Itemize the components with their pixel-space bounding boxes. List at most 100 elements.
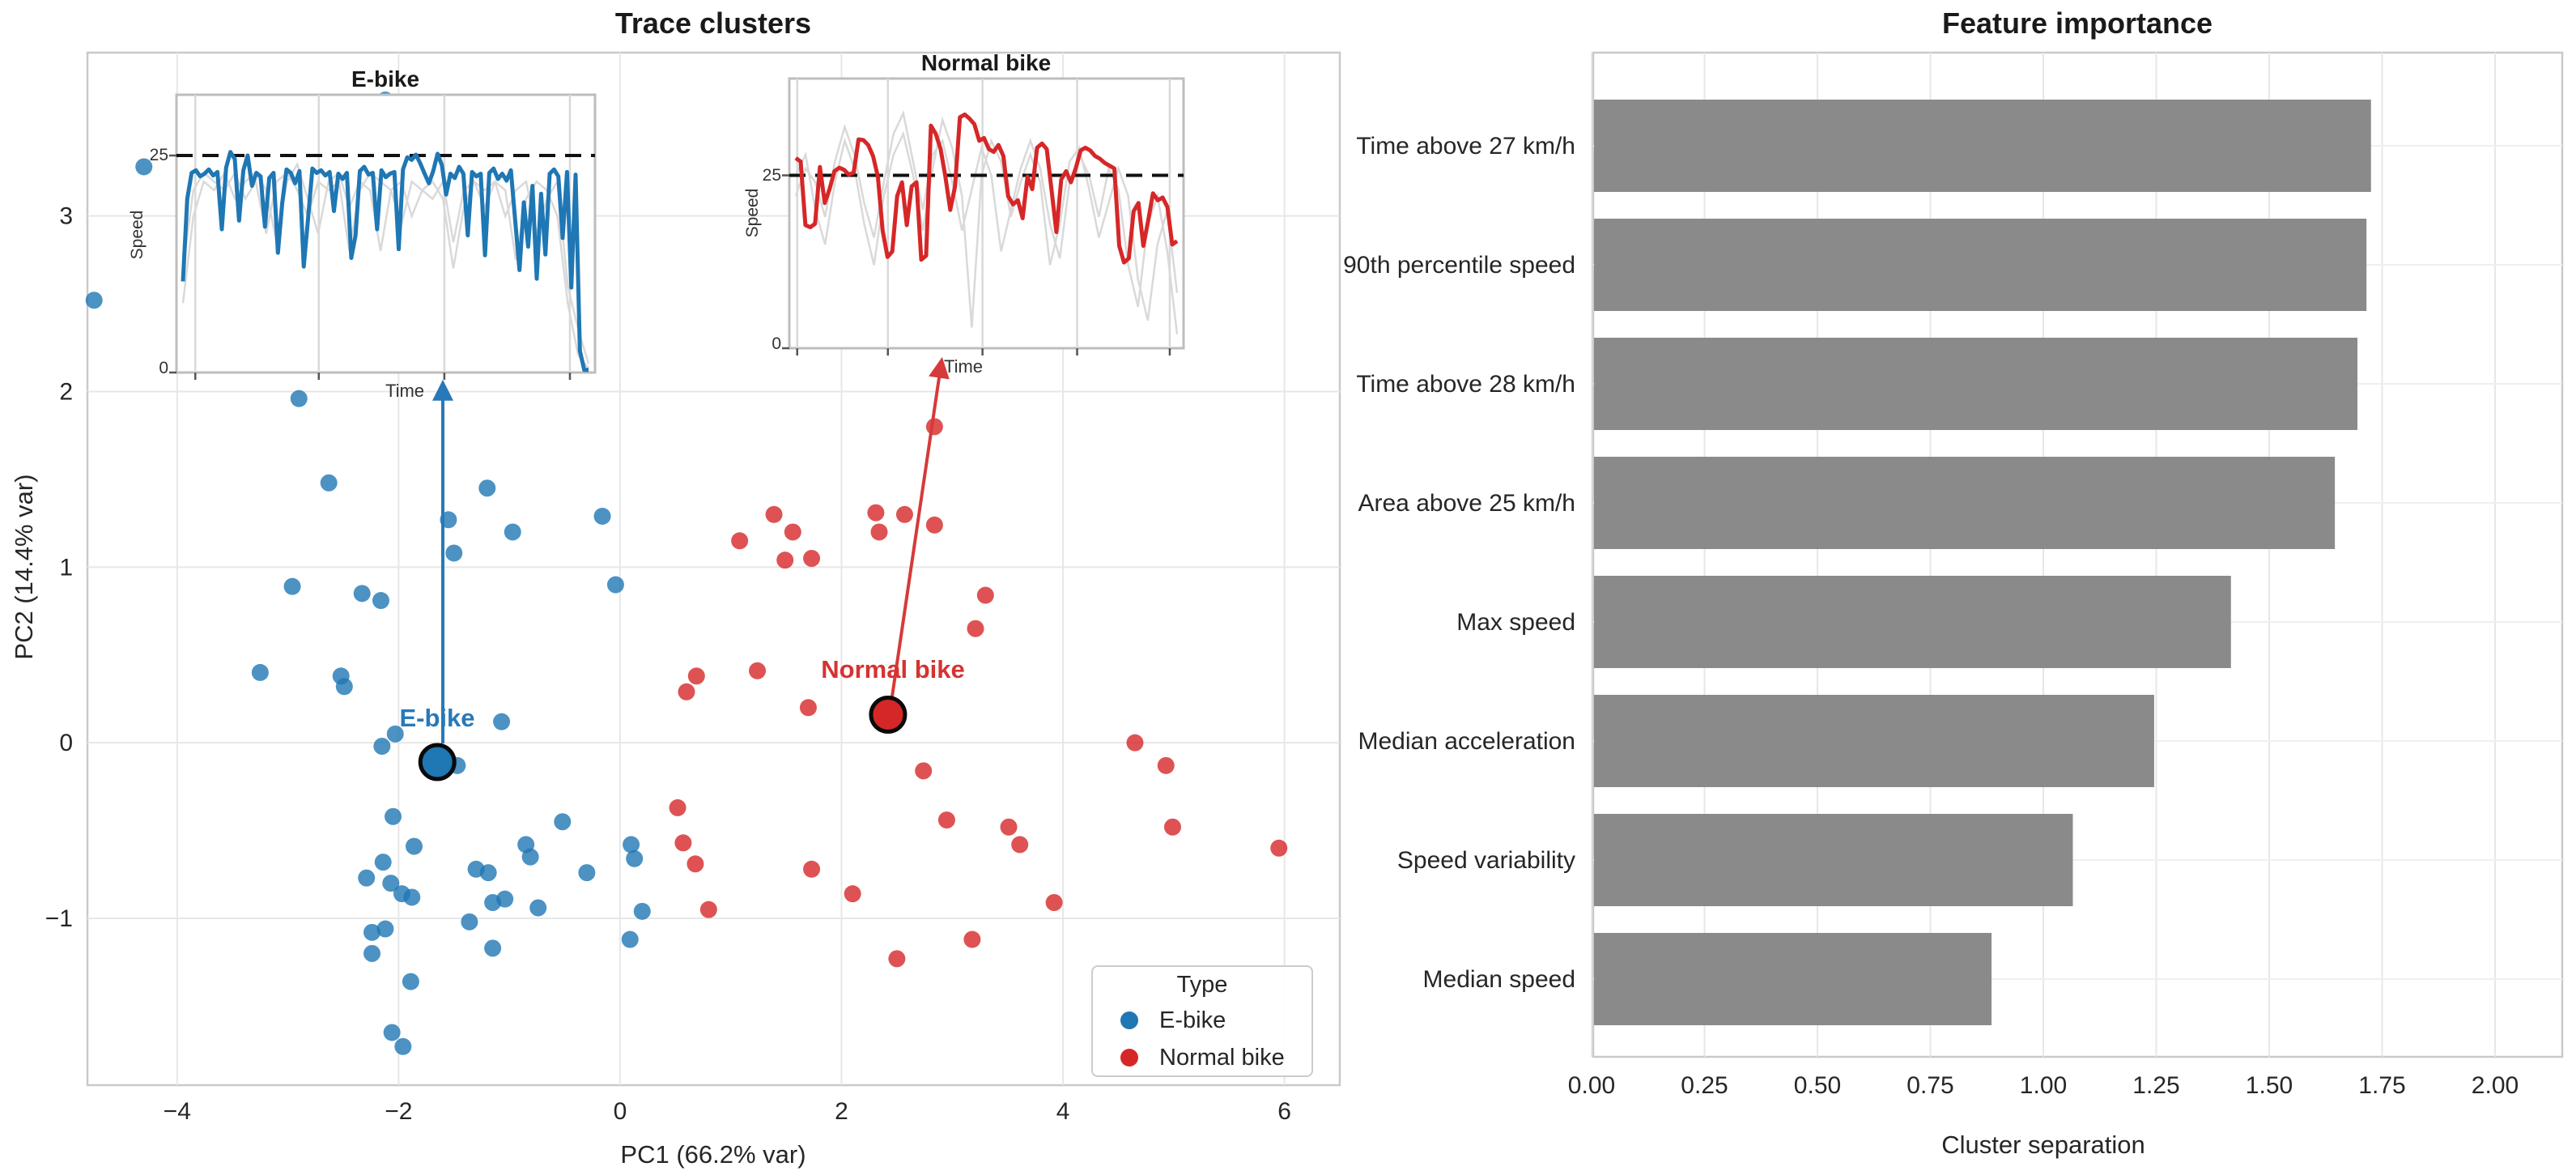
inset-ebike-ytick-25: 25 bbox=[149, 146, 168, 164]
scatter-point-e-bike bbox=[373, 738, 391, 756]
inset-e-bike bbox=[169, 93, 597, 380]
inset-normal-ylabel: Speed bbox=[743, 188, 762, 238]
centroid-normal-bike bbox=[869, 695, 908, 734]
scatter-point-e-bike bbox=[626, 850, 644, 867]
legend: Type E-bike Normal bike bbox=[1091, 965, 1313, 1077]
bar-time-above-28-km-h bbox=[1594, 338, 2358, 430]
scatter-point-normal-bike bbox=[925, 418, 943, 436]
scatter-point-e-bike bbox=[363, 944, 381, 962]
inset-normal-xlabel: Time bbox=[943, 356, 984, 377]
scatter-point-e-bike bbox=[479, 864, 497, 882]
y-tick-label: −1 bbox=[45, 905, 73, 932]
scatter-point-normal-bike bbox=[687, 855, 704, 873]
scatter-point-normal-bike bbox=[674, 834, 692, 852]
scatter-point-e-bike bbox=[374, 854, 392, 871]
scatter-point-normal-bike bbox=[669, 798, 687, 816]
scatter-point-normal-bike bbox=[803, 860, 821, 878]
bar-x-tick-label: 1.50 bbox=[2246, 1072, 2293, 1099]
ebike-dot-icon bbox=[1120, 1011, 1138, 1029]
left-chart-title: Trace clusters bbox=[614, 6, 812, 40]
scatter-point-e-bike bbox=[358, 869, 376, 887]
scatter-point-normal-bike bbox=[963, 930, 981, 948]
scatter-point-normal-bike bbox=[803, 549, 821, 567]
scatter-point-e-bike bbox=[402, 973, 419, 990]
inset-normal-bike bbox=[782, 77, 1185, 356]
scatter-point-e-bike bbox=[504, 523, 521, 541]
legend-item-normal: Normal bike bbox=[1093, 1039, 1311, 1076]
bar-category-label: 90th percentile speed bbox=[1343, 252, 1575, 279]
scatter-point-e-bike bbox=[283, 577, 301, 595]
normal-centroid-arrow bbox=[891, 356, 950, 697]
scatter-point-e-bike bbox=[372, 592, 389, 610]
inset-speed-trace bbox=[794, 112, 1179, 265]
scatter-point-normal-bike bbox=[765, 505, 783, 523]
scatter-point-e-bike bbox=[554, 813, 572, 831]
bar-90th-percentile-speed bbox=[1594, 219, 2367, 311]
bar-category-label: Area above 25 km/h bbox=[1358, 490, 1576, 517]
scatter-point-e-bike bbox=[493, 713, 511, 730]
y-tick-label: 2 bbox=[59, 378, 73, 405]
scatter-point-normal-bike bbox=[687, 667, 705, 685]
scatter-point-e-bike bbox=[406, 837, 423, 855]
scatter-point-normal-bike bbox=[731, 532, 749, 550]
scatter-point-normal-bike bbox=[976, 586, 994, 604]
bar-median-speed bbox=[1594, 933, 1992, 1025]
legend-title: Type bbox=[1176, 972, 1228, 998]
scatter-point-e-bike bbox=[478, 479, 496, 497]
bar-speed-variability bbox=[1594, 814, 2073, 906]
scatter-point-normal-bike bbox=[749, 662, 767, 679]
bar-area-above-25-km-h bbox=[1594, 457, 2336, 549]
bar-x-tick-label: 1.00 bbox=[2020, 1072, 2067, 1099]
right-xaxis-label: Cluster separation bbox=[1941, 1131, 2145, 1159]
y-tick-label: 0 bbox=[59, 730, 73, 756]
inset-normal-ytick-0: 0 bbox=[772, 334, 781, 353]
x-tick-label: 0 bbox=[614, 1098, 627, 1125]
scatter-point-normal-bike bbox=[937, 811, 955, 829]
scatter-point-normal-bike bbox=[1163, 818, 1181, 836]
scatter-point-normal-bike bbox=[1011, 836, 1029, 854]
y-tick-label: 1 bbox=[59, 554, 73, 581]
scatter-point-normal-bike bbox=[915, 762, 933, 780]
scatter-point-e-bike bbox=[403, 888, 421, 906]
scatter-point-e-bike bbox=[363, 923, 381, 941]
scatter-point-e-bike bbox=[383, 1024, 401, 1041]
bar-x-tick-label: 1.75 bbox=[2358, 1072, 2405, 1099]
normal-bike-dot-icon bbox=[1120, 1049, 1138, 1067]
x-tick-label: 4 bbox=[1056, 1098, 1070, 1125]
centroid-e-bike bbox=[418, 743, 457, 781]
inset-normal-ytick-25: 25 bbox=[762, 166, 781, 185]
scatter-point-e-bike bbox=[353, 585, 371, 603]
bar-category-label: Max speed bbox=[1456, 609, 1575, 636]
scatter-point-normal-bike bbox=[925, 516, 943, 534]
bar-x-tick-label: 0.25 bbox=[1681, 1072, 1728, 1099]
inset-ebike-ytick-0: 0 bbox=[159, 359, 168, 377]
scatter-point-normal-bike bbox=[1157, 756, 1175, 774]
x-tick-label: 6 bbox=[1277, 1098, 1291, 1125]
scatter-point-e-bike bbox=[633, 902, 651, 920]
bar-category-label: Median speed bbox=[1423, 966, 1575, 993]
scatter-point-normal-bike bbox=[1270, 839, 1288, 857]
scatter-point-e-bike bbox=[385, 807, 402, 825]
scatter-point-e-bike bbox=[382, 875, 400, 892]
bar-category-label: Time above 28 km/h bbox=[1356, 371, 1575, 398]
scatter-point-normal-bike bbox=[678, 683, 695, 700]
scatter-point-normal-bike bbox=[888, 950, 906, 968]
scatter-point-normal-bike bbox=[799, 699, 817, 717]
bar-x-tick-label: 2.00 bbox=[2472, 1072, 2519, 1099]
scatter-point-e-bike bbox=[593, 507, 611, 525]
legend-item-normal-label: Normal bike bbox=[1159, 1044, 1285, 1071]
legend-item-ebike-label: E-bike bbox=[1159, 1007, 1226, 1033]
scatter-point-normal-bike bbox=[1126, 734, 1144, 752]
bar-x-tick-label: 0.50 bbox=[1794, 1072, 1841, 1099]
scatter-point-normal-bike bbox=[867, 504, 885, 522]
scatter-point-e-bike bbox=[135, 158, 153, 176]
scatter-point-e-bike bbox=[376, 920, 394, 938]
scatter-point-e-bike bbox=[85, 292, 103, 309]
scatter-point-normal-bike bbox=[699, 901, 717, 918]
bar-time-above-27-km-h bbox=[1594, 100, 2371, 192]
scatter-point-e-bike bbox=[606, 576, 624, 594]
scatter-point-e-bike bbox=[290, 390, 308, 407]
scatter-point-normal-bike bbox=[844, 885, 861, 903]
